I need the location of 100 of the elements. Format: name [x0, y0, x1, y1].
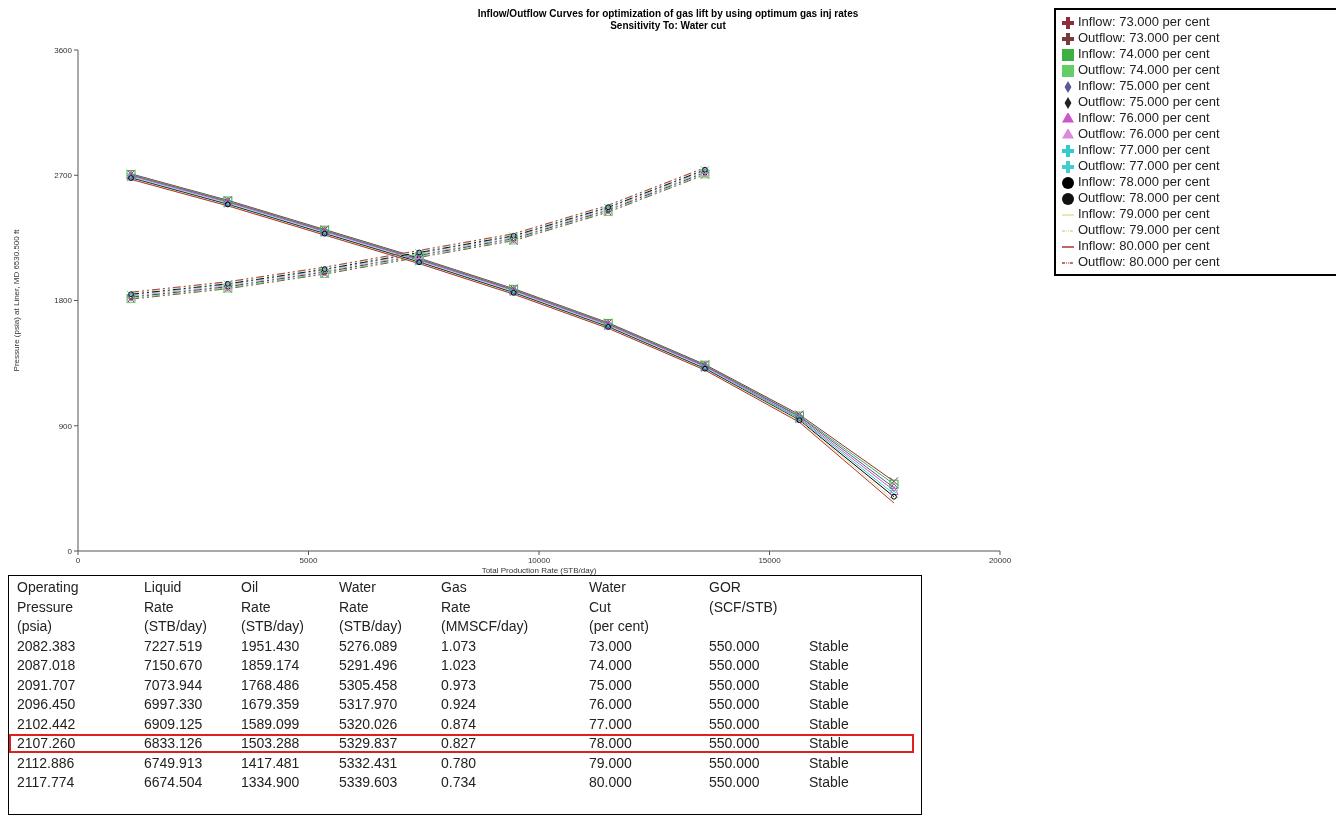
text: 76.000	[589, 695, 632, 714]
text: 6674.504	[144, 773, 203, 792]
text: Stable	[809, 695, 849, 714]
text: 2082.383	[17, 636, 76, 656]
text: 74.000	[589, 656, 632, 675]
text: 1.023	[441, 656, 477, 675]
text: 0.780	[441, 753, 477, 773]
text: Stable	[809, 636, 849, 656]
text: 2087.018	[17, 656, 76, 675]
text: 5339.603	[339, 773, 398, 792]
text: 2112.886	[17, 753, 75, 773]
y-tick-label: 1800	[54, 296, 73, 306]
y-axis-title: Pressure (psia) at Liner, MD 6530.500 ft	[11, 228, 21, 372]
text: 73.000	[589, 636, 632, 656]
text: 1859.174	[241, 656, 300, 675]
legend-label: Inflow: 79.000 per cent	[1078, 206, 1210, 221]
text: 1951.430	[241, 636, 300, 656]
text: 550.000	[709, 636, 760, 656]
text: 1417.481	[241, 753, 300, 773]
text: 6909.125	[144, 714, 203, 734]
chart-subtitle: Sensitivity To: Water cut	[610, 20, 726, 31]
text: 5291.496	[339, 656, 398, 675]
text: Stable	[809, 675, 849, 695]
text: 7073.944	[144, 675, 203, 695]
text: 550.000	[709, 734, 760, 753]
text: Operating Pressure (psia)	[17, 578, 79, 636]
text: 80.000	[589, 773, 632, 792]
text: 2107.260	[17, 734, 76, 753]
legend-label: Inflow: 80.000 per cent	[1078, 238, 1210, 253]
legend-label: Outflow: 76.000 per cent	[1078, 126, 1220, 141]
text: 78.000	[589, 734, 632, 753]
legend-label: Outflow: 80.000 per cent	[1078, 254, 1220, 269]
text: 1768.486	[241, 675, 300, 695]
text: 550.000	[709, 714, 760, 734]
text: 7227.519	[144, 636, 203, 656]
x-tick-label: 15000	[758, 555, 782, 565]
legend-label: Inflow: 78.000 per cent	[1078, 174, 1210, 189]
text: Stable	[809, 714, 849, 734]
x-tick-label: 0	[75, 555, 81, 565]
legend-label: Outflow: 75.000 per cent	[1078, 94, 1220, 109]
text: 7150.670	[144, 656, 203, 675]
text: Stable	[809, 773, 849, 792]
text: 2091.707	[17, 675, 76, 695]
text: Water Cut (per cent)	[589, 578, 649, 636]
legend-label: Outflow: 73.000 per cent	[1078, 30, 1220, 45]
text: 1503.288	[241, 734, 300, 753]
legend-label: Inflow: 74.000 per cent	[1078, 46, 1210, 61]
text: 2117.774	[17, 773, 75, 792]
legend-label: Inflow: 77.000 per cent	[1078, 142, 1210, 157]
legend-label: Inflow: 73.000 per cent	[1078, 14, 1210, 29]
y-tick-label: 0	[67, 546, 73, 556]
text: Water Rate (STB/day)	[339, 578, 403, 636]
y-tick-label: 2700	[54, 171, 73, 181]
y-tick-label: 3600	[54, 45, 73, 55]
text: 1.073	[441, 636, 477, 656]
legend-label: Inflow: 75.000 per cent	[1078, 78, 1210, 93]
text: 75.000	[589, 675, 632, 695]
text: Stable	[809, 656, 849, 675]
text: 0.973	[441, 675, 477, 695]
text: Liquid Rate (STB/day)	[144, 578, 208, 636]
text: 5317.970	[339, 695, 398, 714]
text: 1679.359	[241, 695, 300, 714]
text: 2096.450	[17, 695, 76, 714]
text: 6997.330	[144, 695, 203, 714]
legend-label: Outflow: 77.000 per cent	[1078, 158, 1220, 173]
text: 5332.431	[339, 753, 398, 773]
text: 550.000	[709, 753, 760, 773]
text: 6749.913	[144, 753, 203, 773]
chart-title: Inflow/Outflow Curves for optimization of gas lift by using optimum gas inj rates	[477, 8, 859, 19]
text: 0.874	[441, 714, 477, 734]
text: 550.000	[709, 695, 760, 714]
legend-label: Inflow: 76.000 per cent	[1078, 110, 1210, 125]
text: 5320.026	[339, 714, 398, 734]
legend-label: Outflow: 78.000 per cent	[1078, 190, 1220, 205]
text: GOR (SCF/STB)	[709, 578, 778, 617]
text: Gas Rate (MMSCF/day)	[441, 578, 529, 636]
x-tick-label: 20000	[988, 555, 1012, 565]
text: 1589.099	[241, 714, 300, 734]
text: 79.000	[589, 753, 632, 773]
x-tick-label: 10000	[527, 555, 551, 565]
text: 2102.442	[17, 714, 76, 734]
legend-label: Outflow: 74.000 per cent	[1078, 62, 1220, 77]
text: 6833.126	[144, 734, 203, 753]
text: 0.924	[441, 695, 477, 714]
text: Stable	[809, 753, 849, 773]
text: 77.000	[589, 714, 632, 734]
x-tick-label: 5000	[299, 555, 318, 565]
text: Oil Rate (STB/day)	[241, 578, 305, 636]
text: 5329.837	[339, 734, 398, 753]
text: 0.827	[441, 734, 477, 753]
text: 550.000	[709, 656, 760, 675]
text: Stable	[809, 734, 849, 753]
text: 550.000	[709, 773, 760, 792]
text: 5305.458	[339, 675, 398, 695]
y-tick-label: 900	[58, 421, 73, 431]
text: 0.734	[441, 773, 477, 792]
text: 5276.089	[339, 636, 398, 656]
text: 1334.900	[241, 773, 300, 792]
x-axis-title: Total Production Rate (STB/day)	[481, 566, 597, 575]
legend-label: Outflow: 79.000 per cent	[1078, 222, 1220, 237]
